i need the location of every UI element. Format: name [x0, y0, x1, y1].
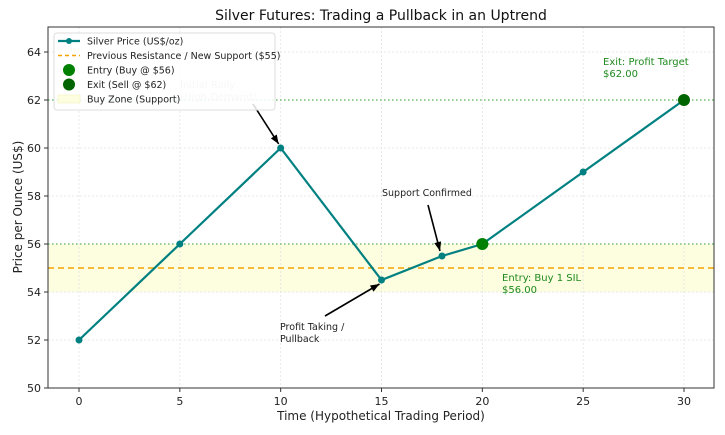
- chart-title: Silver Futures: Trading a Pullback in an…: [215, 8, 547, 24]
- y-tick-label: 56: [27, 238, 41, 251]
- trade-marker: [476, 238, 489, 250]
- annotation-text: Entry: Buy 1 SIL: [502, 273, 582, 284]
- y-tick-label: 50: [27, 382, 41, 395]
- data-point: [176, 240, 184, 248]
- x-tick-label: 25: [576, 395, 590, 408]
- legend-entry: Exit (Sell @ $62): [87, 80, 166, 91]
- annotation-text: Profit Taking /: [280, 322, 345, 333]
- y-tick-label: 62: [27, 94, 41, 107]
- trade-marker: [678, 94, 690, 106]
- annotation-text: Support Confirmed: [382, 188, 472, 199]
- data-point: [438, 252, 446, 260]
- y-tick-label: 64: [27, 46, 41, 59]
- x-tick-label: 10: [274, 395, 288, 408]
- annotation-text: $62.00: [603, 69, 638, 80]
- data-point: [277, 144, 285, 152]
- y-tick-label: 52: [27, 334, 41, 347]
- x-tick-label: 30: [677, 395, 691, 408]
- legend-entry: Buy Zone (Support): [87, 95, 180, 106]
- legend-entry: Silver Price (US$/oz): [87, 37, 183, 48]
- legend-entry: Previous Resistance / New Support ($55): [87, 51, 280, 62]
- legend-entry: Entry (Buy @ $56): [87, 66, 175, 77]
- data-point: [75, 336, 83, 344]
- data-point: [378, 276, 385, 284]
- x-tick-label: 20: [475, 395, 489, 408]
- legend: Silver Price (US$/oz) Previous Resistance…: [53, 32, 280, 111]
- x-tick-label: 0: [76, 395, 83, 408]
- annotation-text: Exit: Profit Target: [603, 57, 689, 68]
- annotation-text: Pullback: [280, 334, 320, 345]
- y-tick-label: 60: [27, 142, 41, 155]
- data-point: [579, 168, 587, 176]
- x-axis-label: Time (Hypothetical Trading Period): [276, 409, 485, 423]
- y-tick-label: 58: [27, 190, 41, 203]
- x-tick-label: 15: [375, 395, 389, 408]
- annotation-text: $56.00: [502, 285, 537, 296]
- y-axis-label: Price per Ounce (US$): [11, 141, 25, 274]
- x-tick-label: 5: [176, 395, 183, 408]
- reference-lines: [48, 99, 714, 269]
- y-tick-label: 54: [27, 286, 41, 299]
- axis-ticks: 0 5 10 15 20 25 30 50 52 54 56 58 60 62 64: [27, 46, 691, 408]
- trade-markers: [476, 94, 690, 250]
